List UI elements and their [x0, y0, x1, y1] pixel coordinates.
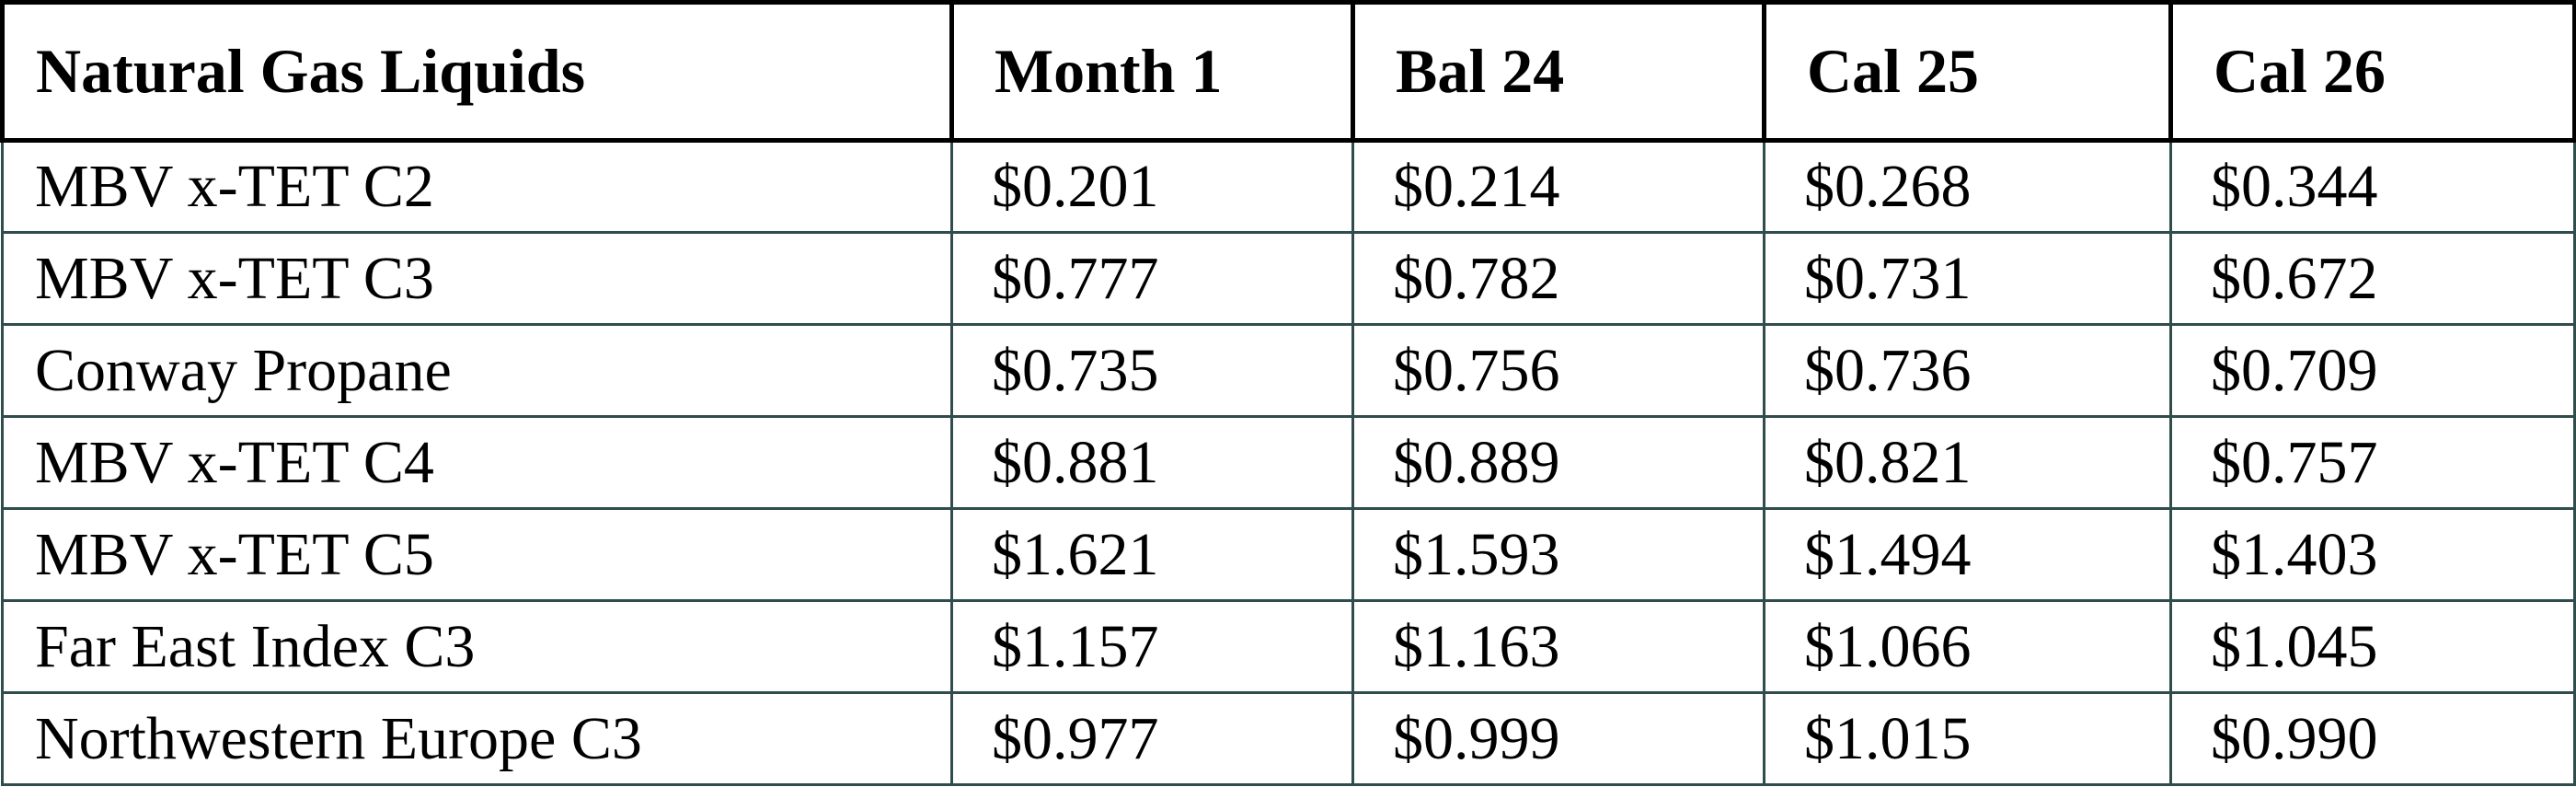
price-cell: $0.777 — [950, 231, 1354, 326]
row-label-cell: MBV x-TET C2 — [1, 139, 953, 234]
price-cell: $1.157 — [950, 599, 1354, 694]
price-cell: $0.977 — [950, 691, 1354, 786]
price-cell: $0.990 — [2169, 691, 2576, 786]
price-cell: $0.881 — [950, 415, 1354, 510]
price-cell: $1.621 — [950, 507, 1354, 602]
price-cell: $1.066 — [1763, 599, 2172, 694]
column-header-cal-25: Cal 25 — [1762, 0, 2173, 143]
price-cell: $0.756 — [1351, 323, 1765, 418]
price-cell: $1.494 — [1763, 507, 2172, 602]
table-row: Northwestern Europe C3 $0.977 $0.999 $1.… — [1, 691, 2576, 786]
price-cell: $0.889 — [1351, 415, 1765, 510]
table-row: MBV x-TET C3 $0.777 $0.782 $0.731 $0.672 — [1, 231, 2576, 326]
column-header-month-1: Month 1 — [949, 0, 1355, 143]
row-label-cell: Far East Index C3 — [1, 599, 953, 694]
table-body: MBV x-TET C2 $0.201 $0.214 $0.268 $0.344… — [1, 139, 2576, 786]
price-cell: $1.593 — [1351, 507, 1765, 602]
price-cell: $0.672 — [2169, 231, 2576, 326]
table-row: Far East Index C3 $1.157 $1.163 $1.066 $… — [1, 599, 2576, 694]
row-label-cell: MBV x-TET C5 — [1, 507, 953, 602]
price-cell: $0.821 — [1763, 415, 2172, 510]
price-cell: $1.163 — [1351, 599, 1765, 694]
price-cell: $0.201 — [950, 139, 1354, 234]
price-cell: $0.782 — [1351, 231, 1765, 326]
table-title-header: Natural Gas Liquids — [0, 0, 954, 143]
price-cell: $0.999 — [1351, 691, 1765, 786]
price-cell: $1.045 — [2169, 599, 2576, 694]
table-header: Natural Gas Liquids Month 1 Bal 24 Cal 2… — [0, 0, 2576, 143]
price-cell: $0.735 — [950, 323, 1354, 418]
price-cell: $1.015 — [1763, 691, 2172, 786]
price-cell: $0.214 — [1351, 139, 1765, 234]
table-row: MBV x-TET C4 $0.881 $0.889 $0.821 $0.757 — [1, 415, 2576, 510]
price-cell: $0.757 — [2169, 415, 2576, 510]
price-cell: $0.731 — [1763, 231, 2172, 326]
row-label-cell: Conway Propane — [1, 323, 953, 418]
column-header-bal-24: Bal 24 — [1351, 0, 1766, 143]
row-label-cell: MBV x-TET C4 — [1, 415, 953, 510]
table-row: MBV x-TET C2 $0.201 $0.214 $0.268 $0.344 — [1, 139, 2576, 234]
row-label-cell: Northwestern Europe C3 — [1, 691, 953, 786]
price-cell: $0.268 — [1763, 139, 2172, 234]
price-cell: $1.403 — [2169, 507, 2576, 602]
price-cell: $0.709 — [2169, 323, 2576, 418]
natural-gas-liquids-table: Natural Gas Liquids Month 1 Bal 24 Cal 2… — [0, 0, 2576, 786]
table-row: MBV x-TET C5 $1.621 $1.593 $1.494 $1.403 — [1, 507, 2576, 602]
header-row: Natural Gas Liquids Month 1 Bal 24 Cal 2… — [0, 0, 2576, 143]
price-cell: $0.736 — [1763, 323, 2172, 418]
table-row: Conway Propane $0.735 $0.756 $0.736 $0.7… — [1, 323, 2576, 418]
row-label-cell: MBV x-TET C3 — [1, 231, 953, 326]
price-cell: $0.344 — [2169, 139, 2576, 234]
column-header-cal-26: Cal 26 — [2168, 0, 2576, 143]
